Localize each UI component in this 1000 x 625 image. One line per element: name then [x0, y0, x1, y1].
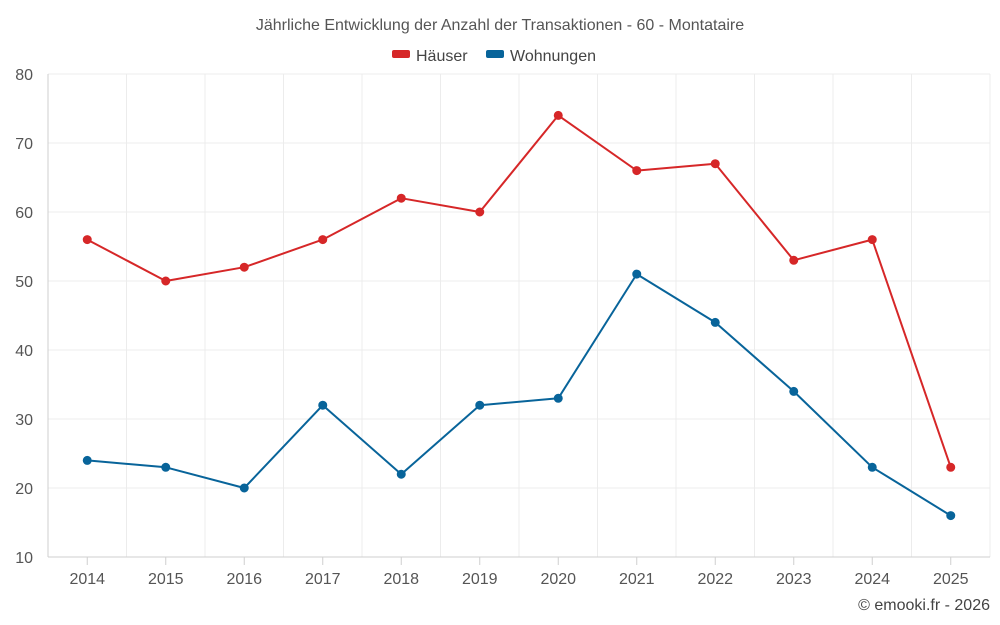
y-tick-label-0: 10	[15, 550, 33, 567]
series-0-point-2024[interactable]	[867, 235, 877, 245]
series-1-point-2014[interactable]	[82, 455, 92, 465]
series-0-point-2014[interactable]	[82, 235, 92, 245]
series-0-point-2021[interactable]	[632, 166, 642, 176]
x-tick-label-11: 2025	[933, 571, 969, 588]
tick-labels: 10 20 30 40 50 60 70 80 2014 2015 2016 2017 2018 2019…	[15, 67, 968, 588]
x-tick-label-4: 2018	[383, 571, 419, 588]
series-1-point-2015[interactable]	[161, 462, 171, 472]
series-0-point-2018[interactable]	[396, 193, 406, 203]
y-tick-label-2: 30	[15, 412, 33, 429]
x-tick-label-10: 2024	[854, 571, 890, 588]
series-0-point-2023[interactable]	[789, 255, 799, 265]
series-0-point-2016[interactable]	[239, 262, 249, 272]
series-1-point-2020[interactable]	[553, 393, 563, 403]
legend-label-wohnungen[interactable]: Wohnungen	[510, 48, 596, 65]
chart-title: Jährliche Entwicklung der Anzahl der Tra…	[256, 17, 744, 34]
y-tick-label-3: 40	[15, 343, 33, 360]
series-line-0	[86, 114, 952, 469]
x-tick-label-7: 2021	[619, 571, 655, 588]
x-tick-label-3: 2017	[305, 571, 341, 588]
y-tick-label-4: 50	[15, 274, 33, 291]
legend-swatch-wohnungen	[486, 50, 504, 58]
x-tick-label-9: 2023	[776, 571, 812, 588]
series-1-point-2019[interactable]	[475, 400, 485, 410]
series-1-point-2021[interactable]	[632, 269, 642, 279]
series-0-point-2017[interactable]	[318, 235, 328, 245]
x-tick-label-6: 2020	[540, 571, 576, 588]
series-1-point-2023[interactable]	[789, 386, 799, 396]
x-tick-label-1: 2015	[148, 571, 184, 588]
y-tick-label-1: 20	[15, 481, 33, 498]
y-tick-label-7: 80	[15, 67, 33, 84]
x-tick-label-0: 2014	[69, 571, 105, 588]
series-0-point-2019[interactable]	[475, 207, 485, 217]
series-0-point-2020[interactable]	[553, 110, 563, 120]
series-0-point-2015[interactable]	[161, 276, 171, 286]
legend: Häuser Wohnungen	[392, 48, 596, 65]
x-tick-label-2: 2016	[226, 571, 262, 588]
x-tick-label-5: 2019	[462, 571, 498, 588]
series-1-point-2016[interactable]	[239, 483, 249, 493]
legend-swatch-haeuser	[392, 50, 410, 58]
legend-label-haeuser[interactable]: Häuser	[416, 48, 468, 65]
series-1-point-2018[interactable]	[396, 469, 406, 479]
series-line-1	[86, 273, 952, 517]
series-1-point-2017[interactable]	[318, 400, 328, 410]
series-1-point-2025[interactable]	[946, 511, 956, 521]
axes	[47, 74, 990, 565]
series-layer	[82, 110, 956, 521]
series-0-point-2025[interactable]	[946, 462, 956, 472]
y-tick-label-5: 60	[15, 205, 33, 222]
series-1-point-2022[interactable]	[710, 317, 720, 327]
credit-text: © emooki.fr - 2026	[858, 597, 990, 614]
series-0-point-2022[interactable]	[710, 159, 720, 169]
grid	[47, 73, 991, 558]
x-tick-label-8: 2022	[697, 571, 733, 588]
series-1-point-2024[interactable]	[867, 462, 877, 472]
y-tick-label-6: 70	[15, 136, 33, 153]
